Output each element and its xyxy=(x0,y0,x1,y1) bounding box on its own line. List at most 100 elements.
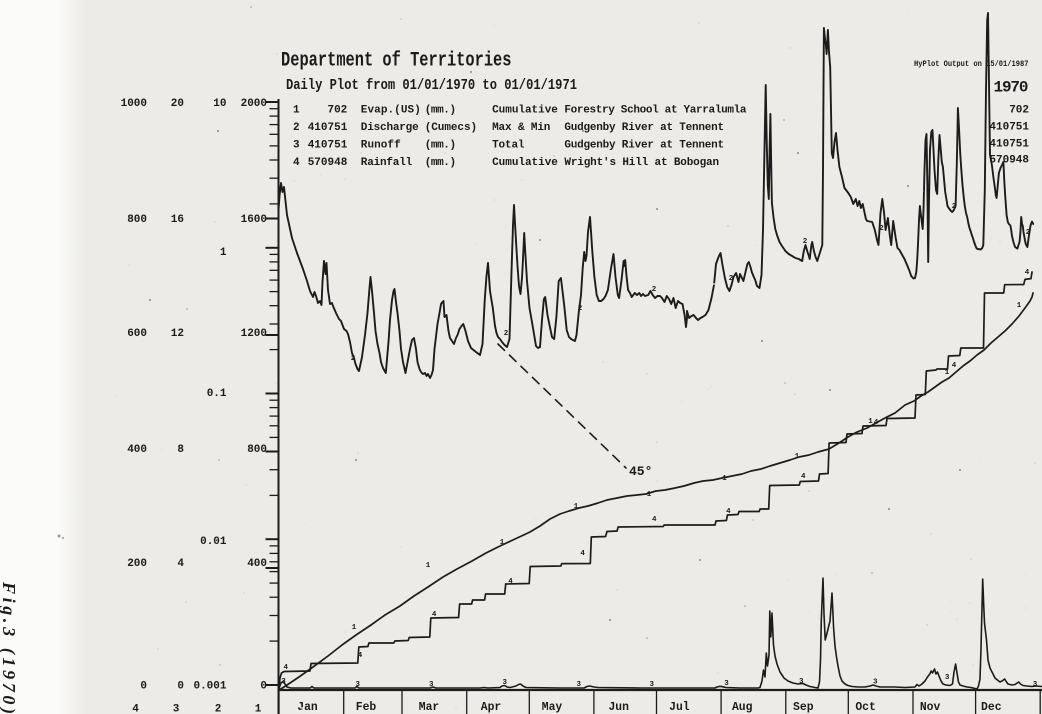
svg-text:570948: 570948 xyxy=(989,155,1029,167)
svg-text:3: 3 xyxy=(429,681,434,689)
svg-text:3: 3 xyxy=(281,678,286,686)
svg-text:1: 1 xyxy=(722,475,727,483)
svg-text:Dec: Dec xyxy=(981,700,1002,714)
svg-text:45°: 45° xyxy=(629,464,652,479)
svg-text:1: 1 xyxy=(868,418,873,426)
svg-text:2: 2 xyxy=(215,704,222,714)
svg-text:1: 1 xyxy=(500,539,505,547)
svg-text:Apr: Apr xyxy=(481,700,502,714)
svg-text:(mm.): (mm.) xyxy=(425,140,456,152)
svg-text:Jan: Jan xyxy=(297,700,318,714)
svg-text:3: 3 xyxy=(724,680,729,688)
svg-text:2: 2 xyxy=(952,203,957,211)
svg-text:3: 3 xyxy=(799,678,804,686)
svg-text:Mar: Mar xyxy=(419,700,440,714)
svg-text:(mm.): (mm.) xyxy=(425,157,456,169)
svg-text:0: 0 xyxy=(177,681,184,693)
svg-text:Cumulative: Cumulative xyxy=(492,105,558,117)
svg-text:Department of Territories: Department of Territories xyxy=(281,50,512,73)
svg-text:Nov: Nov xyxy=(920,700,941,714)
svg-text:1: 1 xyxy=(795,453,800,461)
svg-text:800: 800 xyxy=(127,214,147,226)
svg-text:HyPlot Output on 15/01/1987: HyPlot Output on 15/01/1987 xyxy=(914,60,1029,69)
svg-text:400: 400 xyxy=(127,444,147,456)
svg-text:3: 3 xyxy=(577,681,582,689)
svg-text:4: 4 xyxy=(432,611,437,619)
svg-text:1: 1 xyxy=(945,369,950,377)
svg-text:400: 400 xyxy=(247,558,267,570)
svg-text:702: 702 xyxy=(327,105,347,117)
svg-text:1: 1 xyxy=(647,491,652,499)
svg-text:2: 2 xyxy=(729,275,734,283)
svg-text:Fig.3 (1970): Fig.3 (1970) xyxy=(0,581,19,714)
svg-text:0.01: 0.01 xyxy=(200,536,227,548)
svg-text:10: 10 xyxy=(213,98,226,110)
svg-text:Max & Min: Max & Min xyxy=(492,122,550,134)
svg-text:Sep: Sep xyxy=(793,700,814,714)
svg-text:600: 600 xyxy=(127,328,147,340)
svg-text:12: 12 xyxy=(171,328,184,340)
svg-text:2: 2 xyxy=(879,225,884,233)
svg-text:3: 3 xyxy=(293,140,300,152)
svg-text:4: 4 xyxy=(508,578,513,586)
svg-text:2: 2 xyxy=(578,305,583,313)
svg-text:3: 3 xyxy=(649,681,654,689)
svg-text:4: 4 xyxy=(1025,269,1030,277)
svg-text:4: 4 xyxy=(177,558,184,570)
svg-text:4: 4 xyxy=(652,516,657,524)
svg-text:1200: 1200 xyxy=(241,328,267,340)
svg-text:410751: 410751 xyxy=(989,139,1029,151)
svg-text:Gudgenby River at Tennent: Gudgenby River at Tennent xyxy=(564,122,724,134)
svg-text:4: 4 xyxy=(580,550,585,558)
svg-text:20: 20 xyxy=(171,98,184,110)
svg-text:4: 4 xyxy=(293,157,300,169)
svg-text:Feb: Feb xyxy=(356,700,377,714)
svg-text:1: 1 xyxy=(255,704,262,714)
svg-text:Gudgenby River at Tennent: Gudgenby River at Tennent xyxy=(564,140,724,152)
svg-text:3: 3 xyxy=(173,704,180,714)
svg-text:(mm.): (mm.) xyxy=(425,105,456,117)
svg-text:16: 16 xyxy=(171,214,184,226)
svg-text:0: 0 xyxy=(140,681,147,693)
svg-text:3: 3 xyxy=(945,674,950,682)
svg-text:Cumulative: Cumulative xyxy=(492,157,558,169)
svg-text:800: 800 xyxy=(247,444,267,456)
svg-text:2: 2 xyxy=(293,122,300,134)
svg-text:1600: 1600 xyxy=(241,214,267,226)
svg-text:0.001: 0.001 xyxy=(193,681,226,693)
svg-text:1: 1 xyxy=(293,105,300,117)
svg-text:Jul: Jul xyxy=(669,700,690,714)
svg-text:4: 4 xyxy=(132,704,139,714)
svg-text:2: 2 xyxy=(351,355,356,363)
svg-text:3: 3 xyxy=(356,681,361,689)
svg-text:Daily Plot from 01/01/1970 to: Daily Plot from 01/01/1970 to 01/01/1971 xyxy=(286,77,577,94)
svg-text:May: May xyxy=(542,700,563,714)
svg-text:1970: 1970 xyxy=(994,79,1029,97)
svg-text:Discharge: Discharge xyxy=(361,122,419,134)
svg-text:Evap.(US): Evap.(US) xyxy=(361,105,421,117)
svg-text:3: 3 xyxy=(873,679,878,687)
svg-text:410751: 410751 xyxy=(989,122,1029,134)
svg-text:Jun: Jun xyxy=(608,700,629,714)
svg-text:Aug: Aug xyxy=(732,700,753,714)
svg-text:Forestry School at Yarralumla: Forestry School at Yarralumla xyxy=(564,105,746,117)
svg-text:4: 4 xyxy=(952,362,957,370)
svg-text:0: 0 xyxy=(260,681,267,693)
svg-text:Wright's Hill at Bobogan: Wright's Hill at Bobogan xyxy=(564,157,719,169)
svg-text:2: 2 xyxy=(803,238,808,246)
svg-text:Total: Total xyxy=(492,140,525,152)
svg-text:2: 2 xyxy=(504,330,509,338)
svg-text:1: 1 xyxy=(574,503,579,511)
svg-text:2000: 2000 xyxy=(241,98,267,110)
svg-text:8: 8 xyxy=(177,444,184,456)
svg-text:1: 1 xyxy=(352,624,357,632)
svg-text:4: 4 xyxy=(874,419,879,427)
svg-text:702: 702 xyxy=(1009,105,1029,117)
svg-text:Runoff: Runoff xyxy=(361,140,401,152)
svg-text:570948: 570948 xyxy=(308,157,348,169)
svg-text:1: 1 xyxy=(220,247,227,259)
svg-text:2: 2 xyxy=(1026,229,1031,237)
svg-text:4: 4 xyxy=(358,652,363,660)
svg-text:Oct: Oct xyxy=(855,700,876,714)
svg-text:3: 3 xyxy=(1033,681,1038,689)
